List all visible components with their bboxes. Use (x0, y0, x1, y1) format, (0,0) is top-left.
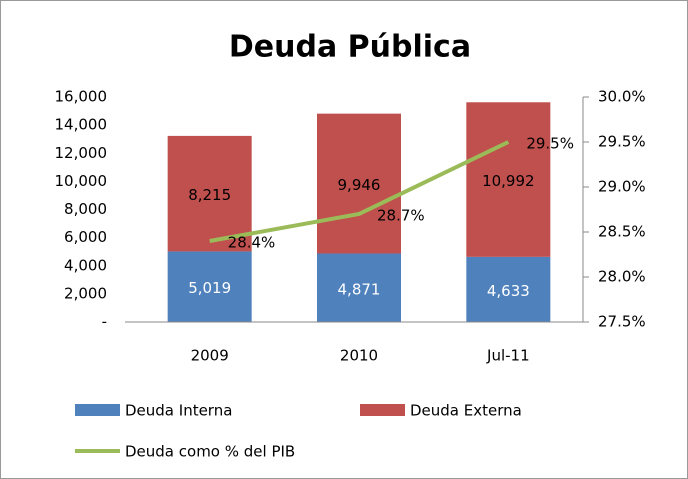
x-tick-label: 2010 (340, 347, 378, 365)
legend-swatch (75, 404, 120, 416)
y-tick-label: 12,000 (55, 144, 108, 162)
data-label: 4,871 (338, 280, 381, 298)
bar (317, 113, 401, 254)
y-tick-label: 14,000 (55, 116, 108, 134)
data-label: 10,992 (482, 172, 535, 190)
line (209, 140, 510, 243)
legend-swatch (360, 404, 405, 416)
y2-tick-label: 28.0% (598, 268, 646, 286)
y2-tick-label: 29.5% (598, 133, 646, 151)
bar (167, 135, 252, 252)
bar (466, 102, 551, 257)
data-label: 29.5% (526, 135, 574, 153)
y2-tick-label: 27.5% (598, 313, 646, 331)
y2-tick-label: 28.5% (598, 223, 646, 241)
data-label: 28.7% (377, 207, 425, 225)
data-label: 28.4% (228, 234, 276, 252)
y-tick-label: 6,000 (64, 228, 107, 246)
y-tick-label: 16,000 (55, 88, 108, 106)
bar (167, 251, 252, 322)
data-label: 9,946 (338, 176, 381, 194)
legend-label: Deuda Externa (410, 402, 522, 420)
y-tick-label: 2,000 (64, 284, 107, 302)
data-label: 5,019 (188, 279, 231, 297)
bar (466, 256, 551, 322)
bar (317, 253, 401, 322)
y2-tick-label: 29.0% (598, 178, 646, 196)
legend-label: Deuda Interna (125, 402, 232, 420)
y-tick-label: - (102, 313, 107, 331)
legend-label: Deuda como % del PIB (125, 443, 295, 461)
y-tick-label: 8,000 (64, 200, 107, 218)
y2-tick-label: 30.0% (598, 88, 646, 106)
x-tick-label: Jul-11 (486, 347, 530, 365)
data-label: 8,215 (188, 186, 231, 204)
y-tick-label: 4,000 (64, 256, 107, 274)
y-tick-label: 10,000 (55, 172, 108, 190)
chart-title: Deuda Pública (229, 30, 471, 65)
x-tick-label: 2009 (191, 347, 229, 365)
data-label: 4,633 (487, 282, 530, 300)
